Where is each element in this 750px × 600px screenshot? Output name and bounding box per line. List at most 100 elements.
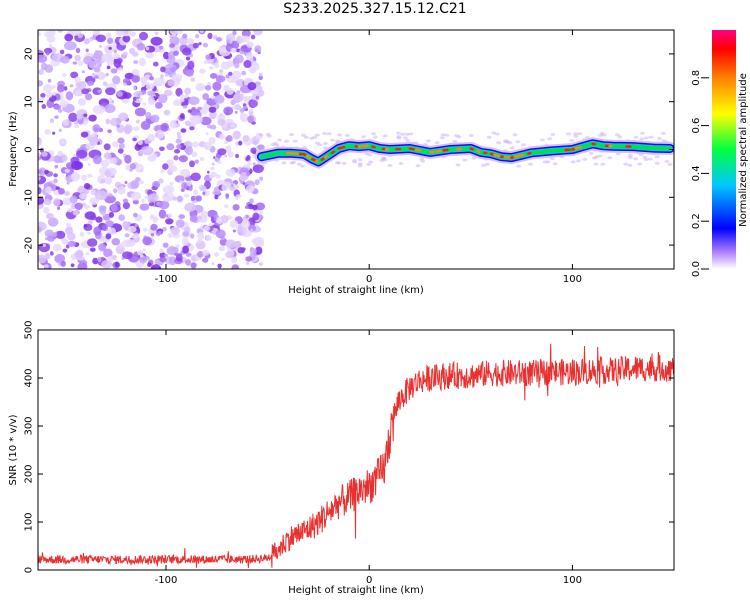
- noise-speck: [112, 141, 119, 148]
- noise-speck: [83, 56, 94, 65]
- noise-speck: [337, 133, 343, 137]
- noise-speck: [345, 133, 350, 137]
- noise-speck: [175, 138, 182, 144]
- noise-speck: [588, 151, 594, 155]
- noise-speck: [118, 214, 125, 221]
- noise-speck: [110, 68, 118, 74]
- snr-panel: -100 0 100 0 100 200 300 400 500 Height of stra…: [8, 320, 675, 596]
- noise-speck: [93, 50, 104, 60]
- noise-speck: [95, 216, 103, 223]
- noise-speck: [116, 124, 120, 128]
- noise-speck: [97, 72, 106, 80]
- noise-speck: [192, 42, 199, 49]
- noise-speck: [462, 158, 468, 162]
- noise-speck: [270, 143, 276, 146]
- noise-speck: [74, 90, 81, 96]
- noise-speck: [648, 135, 654, 139]
- noise-speck: [175, 219, 185, 228]
- noise-speck: [582, 157, 588, 161]
- noise-speck: [38, 138, 43, 145]
- noise-speck: [45, 91, 53, 98]
- noise-speck: [139, 203, 150, 211]
- noise-speck: [73, 251, 84, 259]
- noise-speck: [203, 225, 211, 231]
- noise-speck: [83, 224, 88, 228]
- noise-speck: [38, 32, 41, 37]
- colorbar-tick-label: 0.2: [691, 213, 702, 229]
- noise-speck: [224, 140, 229, 145]
- noise-speck: [54, 164, 59, 169]
- noise-speck: [74, 54, 81, 62]
- noise-speck: [255, 95, 259, 100]
- top-y-tick-label: -20: [24, 237, 35, 253]
- noise-speck: [137, 250, 144, 256]
- noise-speck: [191, 141, 199, 148]
- noise-speck: [58, 188, 65, 195]
- noise-speck: [60, 55, 70, 64]
- noise-speck: [216, 37, 223, 42]
- noise-speck: [404, 132, 410, 136]
- noise-speck: [233, 241, 242, 248]
- noise-speck: [371, 132, 376, 136]
- noise-speck: [38, 169, 43, 175]
- noise-speck: [144, 74, 151, 81]
- noise-speck: [70, 172, 81, 182]
- noise-speck: [104, 169, 112, 178]
- noise-speck: [627, 153, 633, 157]
- noise-speck: [158, 266, 162, 269]
- noise-speck: [491, 131, 497, 135]
- noise-speck: [228, 71, 233, 76]
- noise-speck: [292, 139, 298, 143]
- noise-speck: [134, 143, 142, 151]
- noise-speck: [642, 155, 648, 159]
- ridge-hot-segment: [476, 149, 481, 154]
- noise-speck: [221, 183, 229, 192]
- noise-speck: [175, 87, 183, 97]
- noise-speck: [509, 146, 515, 150]
- bottom-y-tick-label: 0: [24, 567, 35, 573]
- noise-speck: [140, 146, 154, 156]
- noise-speck: [117, 242, 123, 249]
- noise-speck: [115, 30, 125, 37]
- bottom-x-axis-label: Height of straight line (km): [288, 585, 424, 596]
- noise-speck: [207, 170, 210, 174]
- noise-speck: [129, 163, 136, 170]
- noise-speck: [382, 134, 388, 138]
- noise-speck: [252, 164, 264, 173]
- noise-speck: [197, 232, 205, 241]
- noise-speck: [190, 115, 203, 125]
- noise-speck: [247, 162, 252, 166]
- noise-speck: [80, 131, 89, 138]
- noise-speck: [103, 152, 112, 160]
- noise-speck: [43, 198, 52, 206]
- noise-speck: [547, 137, 553, 141]
- noise-speck: [182, 105, 188, 109]
- noise-speck: [258, 210, 264, 215]
- noise-speck: [566, 132, 571, 136]
- noise-speck: [217, 148, 227, 156]
- noise-speck: [240, 113, 249, 123]
- spectrogram-noise: [38, 30, 673, 269]
- noise-speck: [368, 160, 374, 164]
- noise-speck: [180, 128, 187, 133]
- noise-speck: [71, 160, 83, 171]
- noise-speck: [575, 159, 581, 163]
- noise-speck: [245, 261, 250, 265]
- noise-speck: [202, 93, 209, 101]
- noise-speck: [38, 69, 44, 75]
- noise-speck: [633, 157, 639, 161]
- noise-speck: [105, 233, 112, 240]
- noise-speck: [92, 124, 101, 133]
- noise-speck: [157, 230, 162, 235]
- noise-speck: [303, 135, 309, 139]
- noise-speck: [133, 60, 139, 64]
- noise-speck: [38, 80, 44, 87]
- noise-speck: [90, 189, 96, 196]
- noise-speck: [136, 119, 140, 124]
- noise-speck: [129, 168, 133, 172]
- noise-speck: [208, 106, 217, 113]
- noise-speck: [159, 248, 164, 254]
- ridge-hot-segment: [442, 148, 449, 152]
- noise-speck: [205, 54, 212, 60]
- noise-speck: [84, 93, 93, 101]
